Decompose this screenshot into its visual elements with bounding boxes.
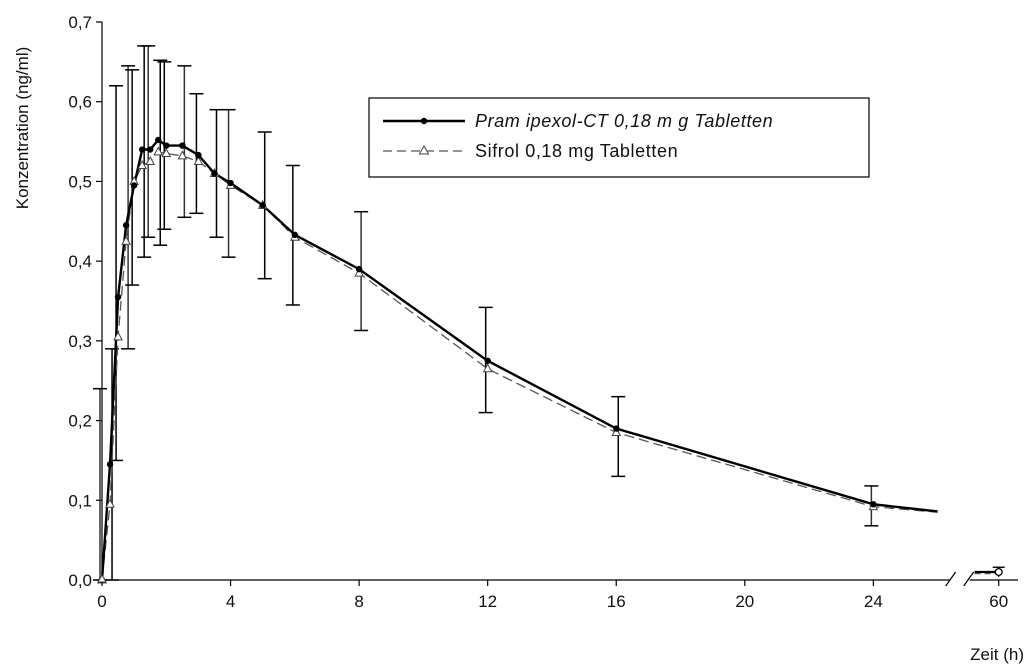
- data-point-sifrol: [121, 235, 131, 245]
- y-tick-label: 0,4: [68, 252, 92, 271]
- data-point-pramipexol: [484, 357, 491, 364]
- legend-marker-sifrol: [418, 144, 430, 155]
- legend-box: [368, 97, 870, 178]
- data-point-pramipexol: [870, 501, 877, 508]
- data-point-sifrol: [161, 147, 172, 158]
- x-tick-label: 16: [607, 592, 626, 611]
- x-tick-label: 0: [97, 592, 106, 611]
- data-point-pramipexol-60h: [994, 567, 1003, 577]
- y-tick-label: 0,7: [68, 13, 92, 32]
- data-point-sifrol: [193, 155, 204, 165]
- chart-marks: [93, 45, 1005, 584]
- y-tick-label: 0,3: [68, 332, 92, 351]
- x-tick-label: 20: [735, 592, 754, 611]
- data-point-pramipexol: [147, 146, 154, 153]
- data-point-pramipexol: [138, 146, 146, 153]
- legend-label-pramipexol: Pram ipexol-CT 0,18 m g Tabletten: [475, 111, 773, 131]
- data-point-sifrol: [137, 159, 148, 169]
- y-tick-label: 0,1: [68, 491, 92, 510]
- data-point-pramipexol: [114, 293, 122, 301]
- legend-marker-pramipexol: [420, 117, 428, 125]
- y-tick-label: 0,0: [68, 571, 92, 590]
- data-point-origin: [97, 573, 107, 583]
- data-point-pramipexol: [106, 461, 114, 468]
- x-axis-title: Zeit (h): [970, 645, 1024, 664]
- data-point-pramipexol: [130, 182, 138, 189]
- data-point-pramipexol: [355, 265, 363, 273]
- data-point-pramipexol: [613, 425, 620, 432]
- data-point-sifrol: [145, 155, 156, 165]
- legend-label-sifrol: Sifrol 0,18 mg Tabletten: [475, 141, 678, 161]
- data-point-pramipexol: [227, 179, 234, 187]
- data-point-pramipexol: [195, 151, 202, 159]
- axis-break-mark: [945, 571, 957, 587]
- data-point-sifrol: [153, 146, 164, 156]
- data-point-sifrol: [611, 426, 622, 437]
- x-tick-label: 60: [989, 592, 1008, 611]
- data-point-pramipexol: [211, 170, 218, 177]
- data-point-pramipexol: [259, 202, 266, 209]
- data-point-pramipexol: [155, 136, 162, 144]
- data-point-pramipexol: [122, 222, 130, 229]
- data-point-sifrol: [113, 331, 123, 341]
- data-point-pramipexol: [163, 142, 170, 149]
- y-tick-label: 0,6: [68, 93, 92, 112]
- legend: Pram ipexol-CT 0,18 m g Tabletten Sifrol…: [368, 97, 870, 178]
- x-tick-label: 24: [864, 592, 883, 611]
- x-tick-label: 8: [354, 592, 363, 611]
- series-line-pramipexol: [100, 138, 938, 581]
- data-point-sifrol: [354, 267, 364, 277]
- data-point-pramipexol: [291, 231, 299, 239]
- axes: 0,0 0,1 0,2 0,3 0,4 0,5 0,6 0,7 0 4 8 12 16 20 24 60: [68, 13, 1018, 611]
- data-point-sifrol: [177, 150, 188, 160]
- x-tick-label: 12: [478, 592, 497, 611]
- data-point-sifrol: [105, 498, 115, 508]
- series-line-sifrol: [101, 151, 938, 581]
- x-tick-label: 4: [226, 592, 235, 611]
- data-point-pramipexol: [179, 142, 186, 149]
- y-axis-title: Konzentration (ng/ml): [13, 47, 32, 210]
- data-point-sifrol: [482, 363, 493, 373]
- y-tick-label: 0,2: [68, 412, 92, 431]
- axis-break-mark: [963, 571, 975, 587]
- y-tick-label: 0,5: [68, 172, 92, 191]
